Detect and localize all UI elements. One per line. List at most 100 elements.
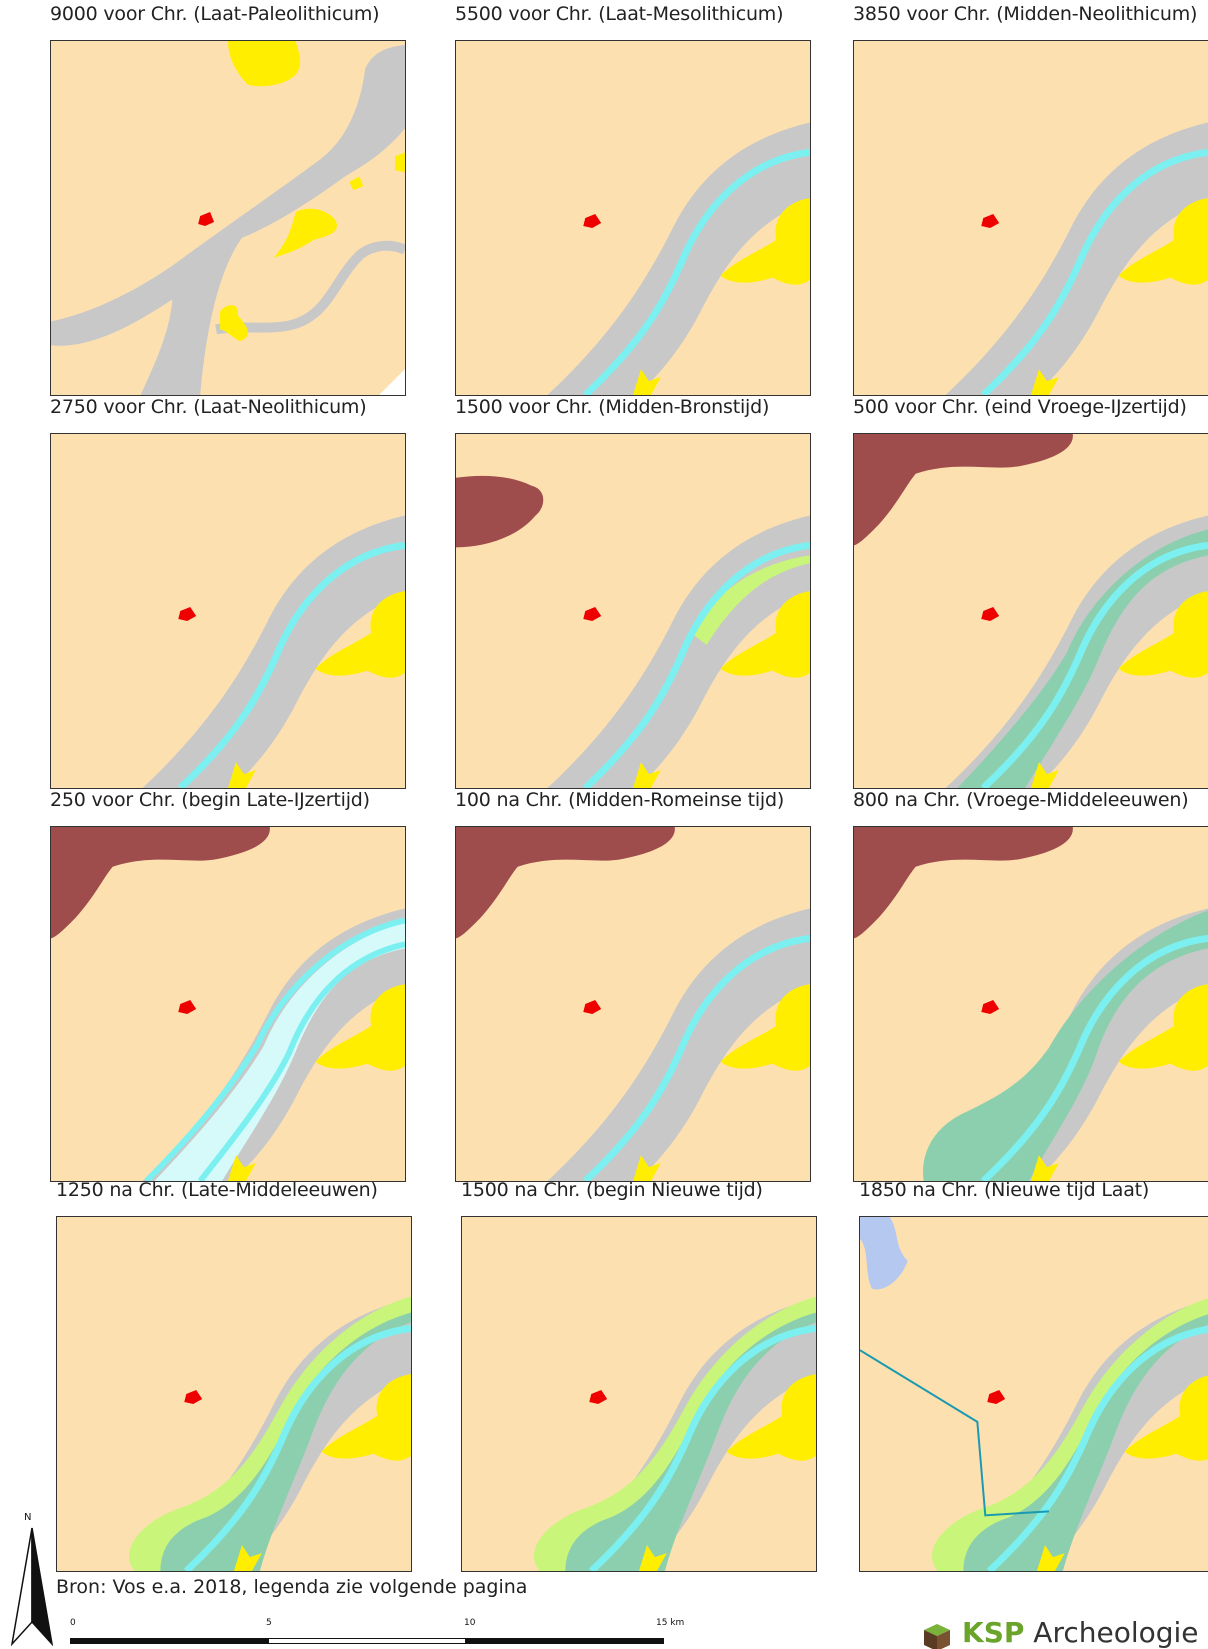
site-marker	[981, 214, 1000, 228]
dune	[315, 984, 405, 1071]
panel-title: 1850 na Chr. (Nieuwe tijd Laat)	[859, 1179, 1150, 1201]
river-channel	[183, 1324, 411, 1571]
map-svg	[57, 1217, 411, 1571]
north-arrow-icon	[10, 1527, 54, 1646]
river-channel	[588, 1324, 816, 1571]
ksp-logo: KSP Archeologie	[922, 1616, 1202, 1649]
dike-line	[860, 1349, 1049, 1517]
map-frame	[455, 826, 811, 1182]
panel-title: 800 na Chr. (Vroege-Middeleeuwen)	[853, 789, 1189, 811]
scale-segment	[70, 1638, 268, 1644]
cube-icon	[924, 1624, 950, 1649]
map-svg	[456, 41, 810, 395]
dune	[1031, 1155, 1059, 1181]
map-frame	[50, 40, 406, 396]
source-note: Bron: Vos e.a. 2018, legenda zie volgend…	[56, 1576, 528, 1598]
dune	[315, 591, 405, 678]
dune	[720, 984, 810, 1071]
scale-tick-label: 10	[464, 1618, 476, 1628]
panel-title: 3850 voor Chr. (Midden-Neolithicum)	[853, 3, 1198, 25]
dune	[234, 1545, 262, 1571]
map-svg	[51, 434, 405, 788]
site-marker	[981, 607, 1000, 621]
floodplain	[547, 908, 810, 1181]
north-label: N	[24, 1512, 32, 1523]
floodplain	[51, 44, 405, 395]
dune	[228, 41, 301, 87]
peat-area	[456, 475, 544, 548]
map-frame	[853, 40, 1208, 396]
panel-title: 250 voor Chr. (begin Late-IJzertijd)	[50, 789, 370, 811]
river-channel	[582, 148, 810, 395]
tributary	[215, 240, 405, 335]
map-frame	[455, 433, 811, 789]
scale-segment	[268, 1638, 466, 1644]
north-arrow: N	[10, 1512, 54, 1646]
dune	[726, 1374, 816, 1461]
floodplain	[945, 122, 1208, 395]
peat-area	[854, 827, 1073, 939]
map-frame	[853, 826, 1208, 1182]
river-channel	[582, 934, 810, 1181]
dune	[1118, 984, 1208, 1071]
site-marker	[583, 1000, 602, 1014]
scale-tick-label: 15 km	[656, 1618, 685, 1628]
floodplain	[142, 515, 405, 788]
lake	[860, 1217, 908, 1290]
panel-title: 500 voor Chr. (eind Vroege-IJzertijd)	[853, 396, 1187, 418]
panel-title: 2750 voor Chr. (Laat-Neolithicum)	[50, 396, 367, 418]
map-frame	[859, 1216, 1208, 1572]
river-channel	[986, 1325, 1208, 1571]
dune	[349, 176, 364, 191]
river-channel	[197, 941, 405, 1181]
river-channel	[980, 148, 1208, 395]
site-marker	[583, 214, 602, 228]
river-channel	[980, 541, 1208, 788]
site-marker	[583, 607, 602, 621]
dune	[1031, 762, 1059, 788]
dune	[1118, 198, 1208, 285]
dune	[633, 369, 661, 395]
map-svg	[854, 434, 1208, 788]
meander-belt	[160, 1312, 411, 1571]
peat-area	[456, 827, 675, 939]
map-svg	[854, 827, 1208, 1181]
peat-area	[854, 434, 1073, 546]
map-svg	[51, 41, 405, 395]
dune	[633, 1155, 661, 1181]
land	[51, 41, 405, 395]
map-frame	[50, 826, 406, 1182]
map-frame	[461, 1216, 817, 1572]
site-marker	[589, 1390, 608, 1404]
site-marker	[981, 1000, 1000, 1014]
map-svg	[51, 827, 405, 1181]
scale-bar: 0 5 10 15 km	[70, 1618, 684, 1648]
river-channel	[980, 934, 1208, 1181]
map-svg	[860, 1217, 1208, 1571]
dune	[1118, 591, 1208, 678]
dune	[1037, 1545, 1065, 1571]
site-marker	[184, 1390, 203, 1404]
map-svg	[456, 827, 810, 1181]
dune	[228, 1155, 256, 1181]
panel-title: 100 na Chr. (Midden-Romeinse tijd)	[455, 789, 785, 811]
map-svg	[854, 41, 1208, 395]
levee	[690, 555, 810, 645]
river-channel	[582, 541, 810, 788]
site-marker	[198, 212, 215, 226]
site-marker	[178, 1000, 197, 1014]
scale-tick-label: 5	[266, 1618, 272, 1628]
site-marker	[178, 607, 197, 621]
meander-belt	[565, 1312, 816, 1571]
dune	[720, 591, 810, 678]
scale-segment	[466, 1638, 664, 1644]
river-channel	[144, 917, 405, 1181]
panel-title: 1250 na Chr. (Late-Middeleeuwen)	[56, 1179, 378, 1201]
dune	[220, 305, 249, 342]
scale-tick-label: 0	[70, 1618, 76, 1628]
meander-belt	[957, 529, 1208, 788]
peat-area	[51, 827, 270, 939]
dune	[1124, 1375, 1208, 1461]
dune	[321, 1374, 411, 1461]
floodplain-wide	[154, 922, 405, 1181]
